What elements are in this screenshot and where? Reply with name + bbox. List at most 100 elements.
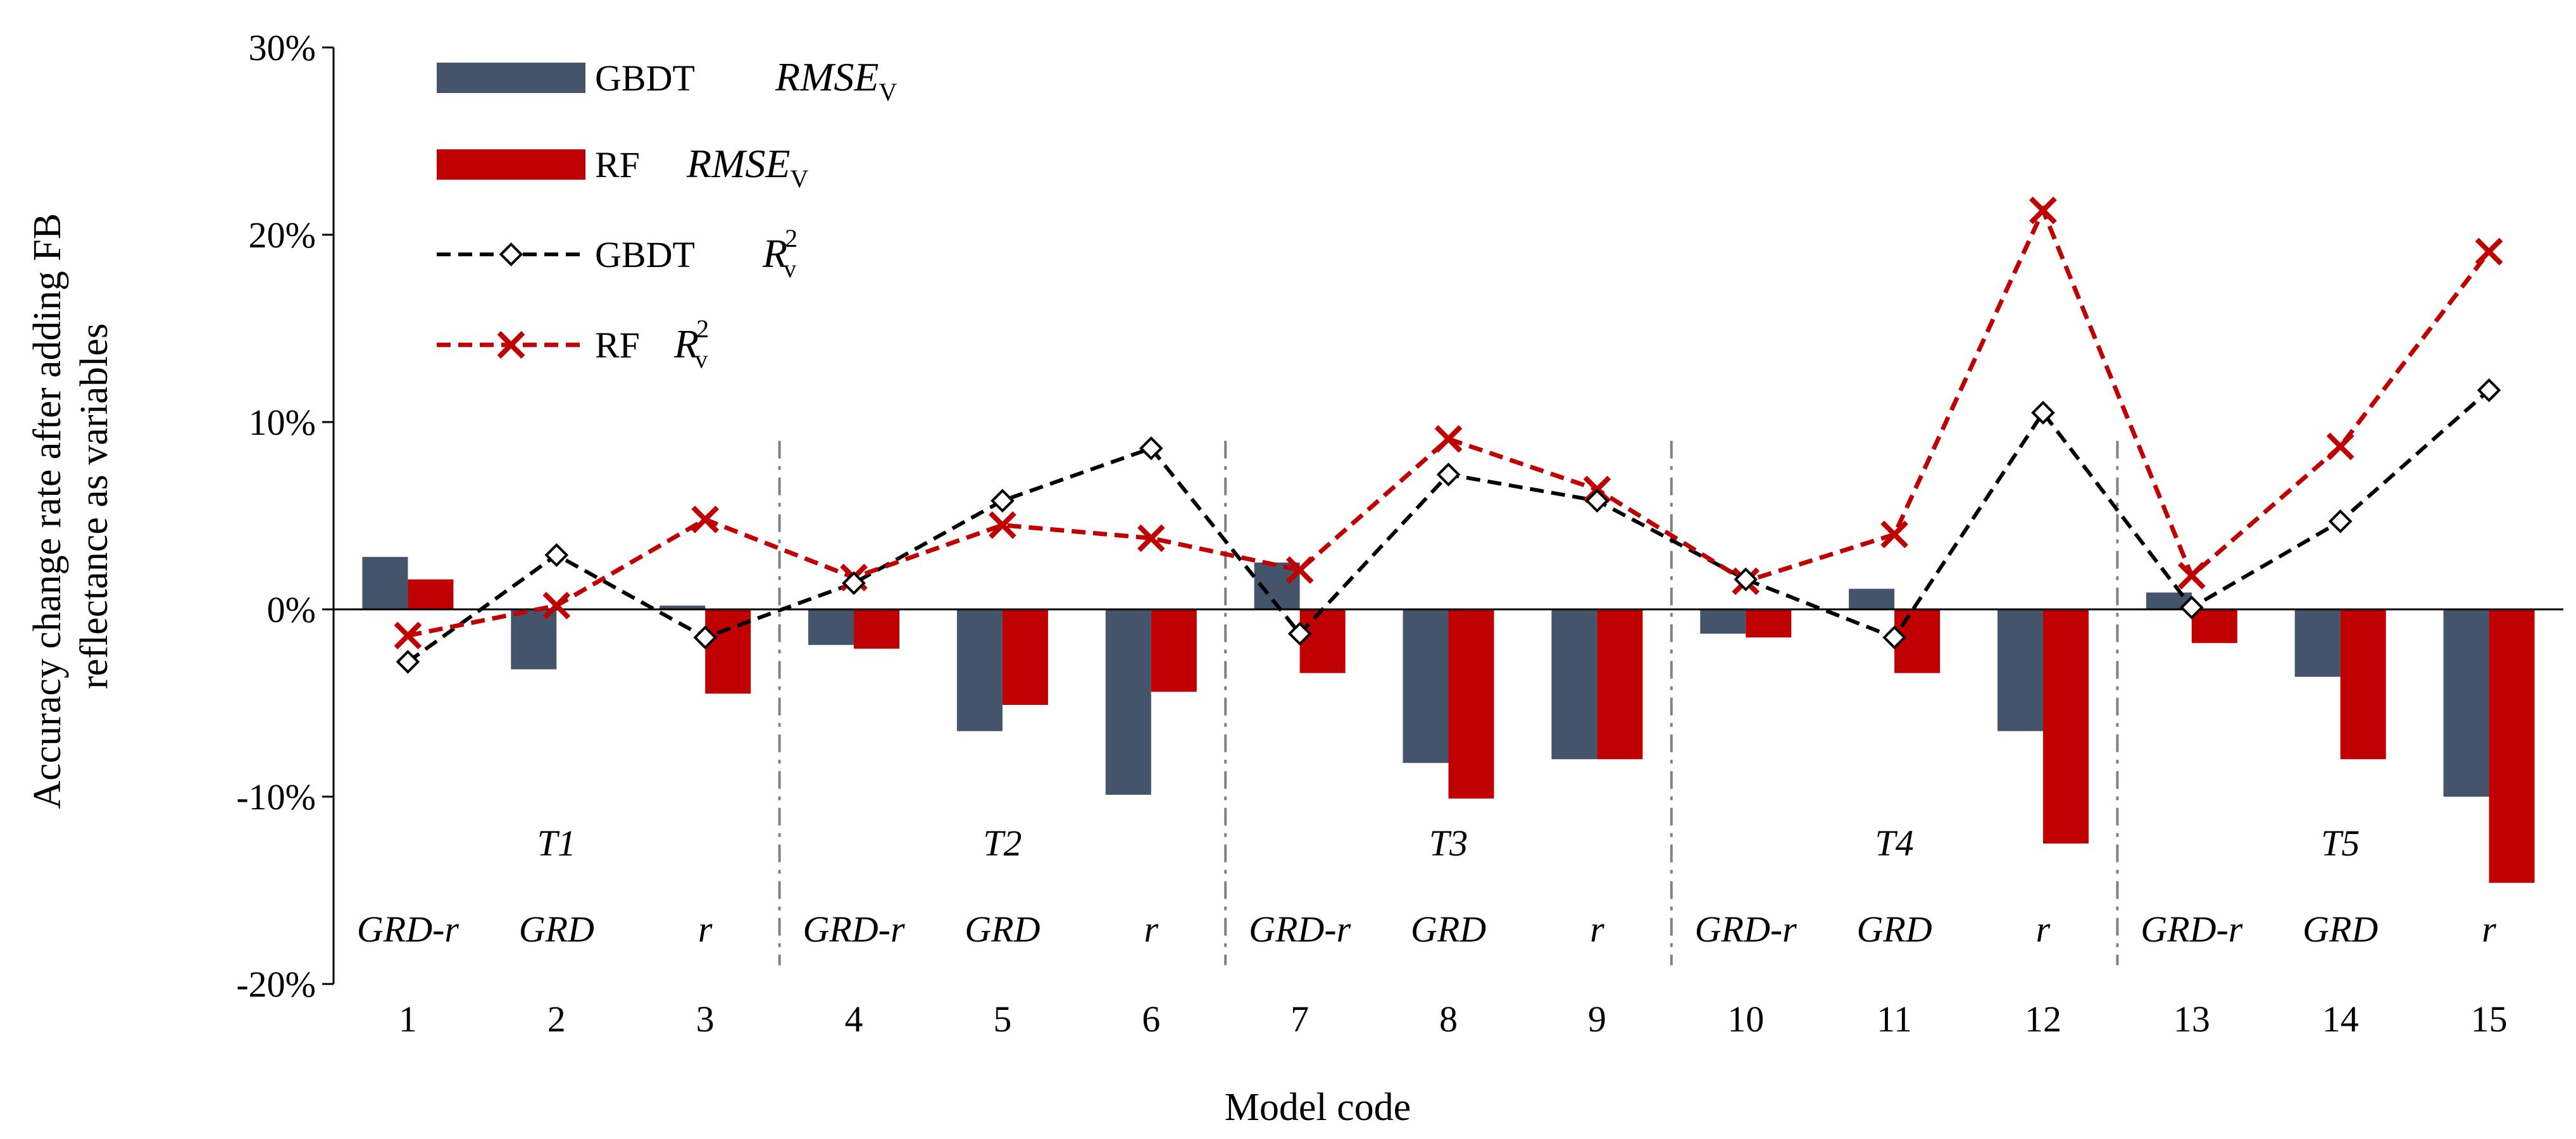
bar-rf-rmse	[2042, 609, 2089, 843]
bar-gbdt-rmse	[511, 609, 557, 669]
group-label: T5	[2321, 823, 2360, 864]
model-type-label: r	[2036, 909, 2051, 950]
model-type-label: GRD-r	[1695, 909, 1798, 950]
legend-metric-label: RMSEV	[686, 141, 809, 193]
marker-rf-r2	[1137, 524, 1165, 552]
y-tick-label: 30%	[249, 27, 316, 68]
legend-swatch-gbdt-rmse	[437, 63, 585, 93]
x-tick-label: 4	[845, 999, 863, 1040]
bar-rf-rmse	[1448, 609, 1494, 799]
marker-rf-r2	[1434, 425, 1463, 453]
x-tick-label: 2	[547, 999, 566, 1040]
x-tick-label: 10	[1727, 999, 1764, 1040]
x-tick-label: 14	[2322, 999, 2359, 1040]
y-tick-label: 10%	[249, 402, 316, 443]
bar-rf-rmse	[1597, 609, 1643, 759]
model-type-label: GRD	[519, 909, 594, 950]
legend-item: GBDT R2 v	[437, 224, 797, 283]
marker-gbdt-r2	[842, 571, 866, 595]
marker-gbdt-r2	[499, 242, 523, 266]
marker-gbdt-r2	[2031, 401, 2055, 425]
marker-gbdt-r2	[396, 650, 420, 674]
y-tick-label: -10%	[236, 776, 316, 818]
line-rf-r2	[407, 204, 2491, 638]
legend-model-label: RF	[595, 144, 640, 185]
x-tick-label: 9	[1588, 999, 1606, 1040]
group-label: T4	[1875, 823, 1913, 864]
legend-metric-label: RMSEV	[775, 54, 897, 106]
bar-gbdt-rmse	[362, 557, 408, 609]
marker-rf-r2	[2029, 196, 2057, 225]
bar-gbdt-rmse	[1403, 609, 1449, 763]
model-type-label: r	[2482, 909, 2496, 950]
marker-rf-r2	[2475, 237, 2503, 266]
group-label: T1	[537, 823, 576, 864]
model-type-label: GRD-r	[2141, 909, 2243, 950]
legend-model-label: RF	[595, 325, 640, 366]
legend-swatch-rf-rmse	[437, 149, 585, 180]
legend-item: RF RMSEV	[437, 141, 809, 193]
marker-rf-r2	[1285, 556, 1314, 584]
marker-gbdt-r2	[1585, 489, 1610, 513]
bar-gbdt-rmse	[808, 609, 854, 645]
model-type-label: GRD	[2303, 909, 2378, 950]
legend: GBDT RMSEV RF RMSEV GBDT R2 v RF R2 v	[437, 54, 897, 373]
x-axis-title: Model code	[1225, 1086, 1411, 1129]
bar-rf-rmse	[854, 609, 900, 649]
marker-rf-r2	[691, 506, 719, 533]
legend-item: GBDT RMSEV	[437, 54, 897, 106]
model-type-label: GRD-r	[357, 909, 460, 950]
model-type-label: r	[1590, 909, 1604, 950]
bar-rf-rmse	[2489, 609, 2535, 883]
x-tick-label: 5	[993, 999, 1011, 1040]
y-axis-title: Accuracy change rate after adding FB ref…	[26, 203, 116, 809]
marker-gbdt-r2	[2328, 509, 2353, 533]
marker-rf-r2	[497, 331, 525, 359]
marker-gbdt-r2	[544, 543, 569, 567]
legend-model-label: GBDT	[595, 58, 695, 99]
bar-rf-rmse	[1299, 609, 1346, 673]
labels-layer: -20% -10% 0% 10% 20% 30% 1 GRD-r 2 GRD 3 r 4 GRD-r 5 GR…	[236, 27, 2507, 1040]
marker-gbdt-r2	[693, 625, 717, 650]
bar-rf-rmse	[1151, 609, 1197, 692]
bar-gbdt-rmse	[660, 606, 706, 609]
x-tick-label: 1	[399, 999, 417, 1040]
bar-gbdt-rmse	[1105, 609, 1151, 795]
bar-gbdt-rmse	[1700, 609, 1746, 634]
x-tick-label: 6	[1142, 999, 1160, 1040]
x-tick-label: 8	[1439, 999, 1458, 1040]
x-tick-label: 7	[1291, 999, 1309, 1040]
marker-gbdt-r2	[1882, 625, 1906, 650]
marker-rf-r2	[1880, 520, 1908, 549]
legend-metric-label: R2 v	[673, 314, 709, 373]
marker-gbdt-r2	[1287, 621, 1312, 646]
legend-metric-label: R2 v	[762, 224, 797, 283]
y-axis-title-line-1: Accuracy change rate after adding FB	[26, 213, 69, 809]
model-type-label: GRD-r	[1249, 909, 1351, 950]
marker-gbdt-r2	[2477, 378, 2501, 402]
x-tick-label: 15	[2471, 999, 2508, 1040]
x-tick-label: 13	[2173, 999, 2210, 1040]
x-tick-label: 12	[2025, 999, 2061, 1040]
bar-rf-rmse	[2191, 609, 2237, 644]
bar-rf-rmse	[1002, 609, 1048, 705]
marker-rf-r2	[2326, 432, 2354, 461]
bar-gbdt-rmse	[2443, 609, 2489, 797]
y-tick-label: 0%	[267, 589, 316, 630]
model-type-label: r	[698, 909, 713, 950]
bar-gbdt-rmse	[1997, 609, 2043, 731]
marker-gbdt-r2	[2180, 595, 2204, 619]
bar-gbdt-rmse	[956, 609, 1003, 731]
x-tick-label: 11	[1877, 999, 1912, 1040]
marker-gbdt-r2	[1734, 567, 1758, 592]
bar-rf-rmse	[2340, 609, 2386, 759]
model-type-label: r	[1144, 909, 1158, 950]
legend-model-label: GBDT	[595, 234, 695, 275]
bar-rf-rmse	[408, 579, 454, 609]
marker-gbdt-r2	[1436, 463, 1461, 487]
marker-rf-r2	[394, 621, 422, 650]
bar-rf-rmse	[1746, 609, 1792, 638]
y-tick-label: -20%	[236, 964, 316, 1005]
x-tick-label: 3	[696, 999, 715, 1040]
